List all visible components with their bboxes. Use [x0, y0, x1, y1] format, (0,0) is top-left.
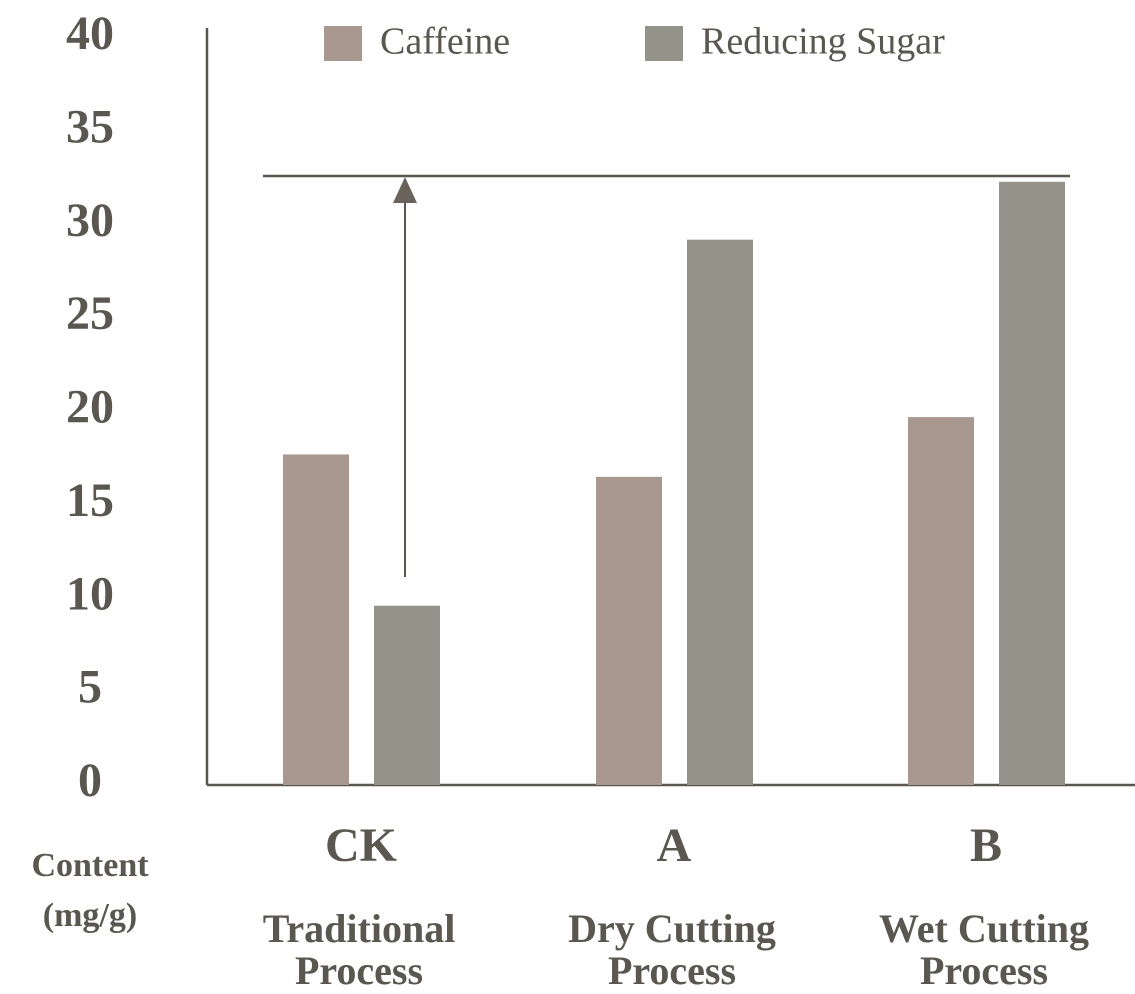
y-tick-label: 5	[78, 661, 102, 714]
x-sub-label: Process	[608, 948, 736, 993]
bar	[908, 417, 974, 785]
x-sub-label: Wet Cutting	[879, 906, 1089, 951]
bar	[687, 239, 753, 785]
x-tick-label: A	[657, 819, 692, 872]
y-tick-label: 25	[66, 287, 114, 340]
legend-swatch	[645, 26, 683, 61]
y-tick-label: 20	[66, 381, 114, 434]
x-sub-label: Traditional	[263, 906, 456, 951]
y-tick-label: 15	[66, 474, 114, 527]
arrow-head	[393, 177, 417, 203]
y-axis-label: (mg/g)	[43, 897, 137, 934]
bar	[283, 454, 349, 785]
legend-swatch	[324, 26, 362, 61]
x-sub-label: Dry Cutting	[568, 906, 776, 951]
y-axis-label: Content	[31, 847, 149, 884]
y-tick-label: 10	[66, 567, 114, 620]
y-tick-label: 0	[78, 754, 102, 807]
x-sub-label: Process	[920, 948, 1048, 993]
x-sub-label: Process	[295, 948, 423, 993]
bar	[374, 605, 440, 785]
y-tick-label: 35	[66, 100, 114, 153]
legend-label: Caffeine	[380, 21, 510, 63]
y-tick-label: 40	[66, 7, 114, 60]
bar	[596, 476, 662, 785]
y-tick-label: 30	[66, 194, 114, 247]
legend-label: Reducing Sugar	[701, 21, 945, 63]
bar	[999, 181, 1065, 786]
x-tick-label: B	[970, 819, 1002, 872]
x-tick-label: CK	[325, 819, 397, 872]
